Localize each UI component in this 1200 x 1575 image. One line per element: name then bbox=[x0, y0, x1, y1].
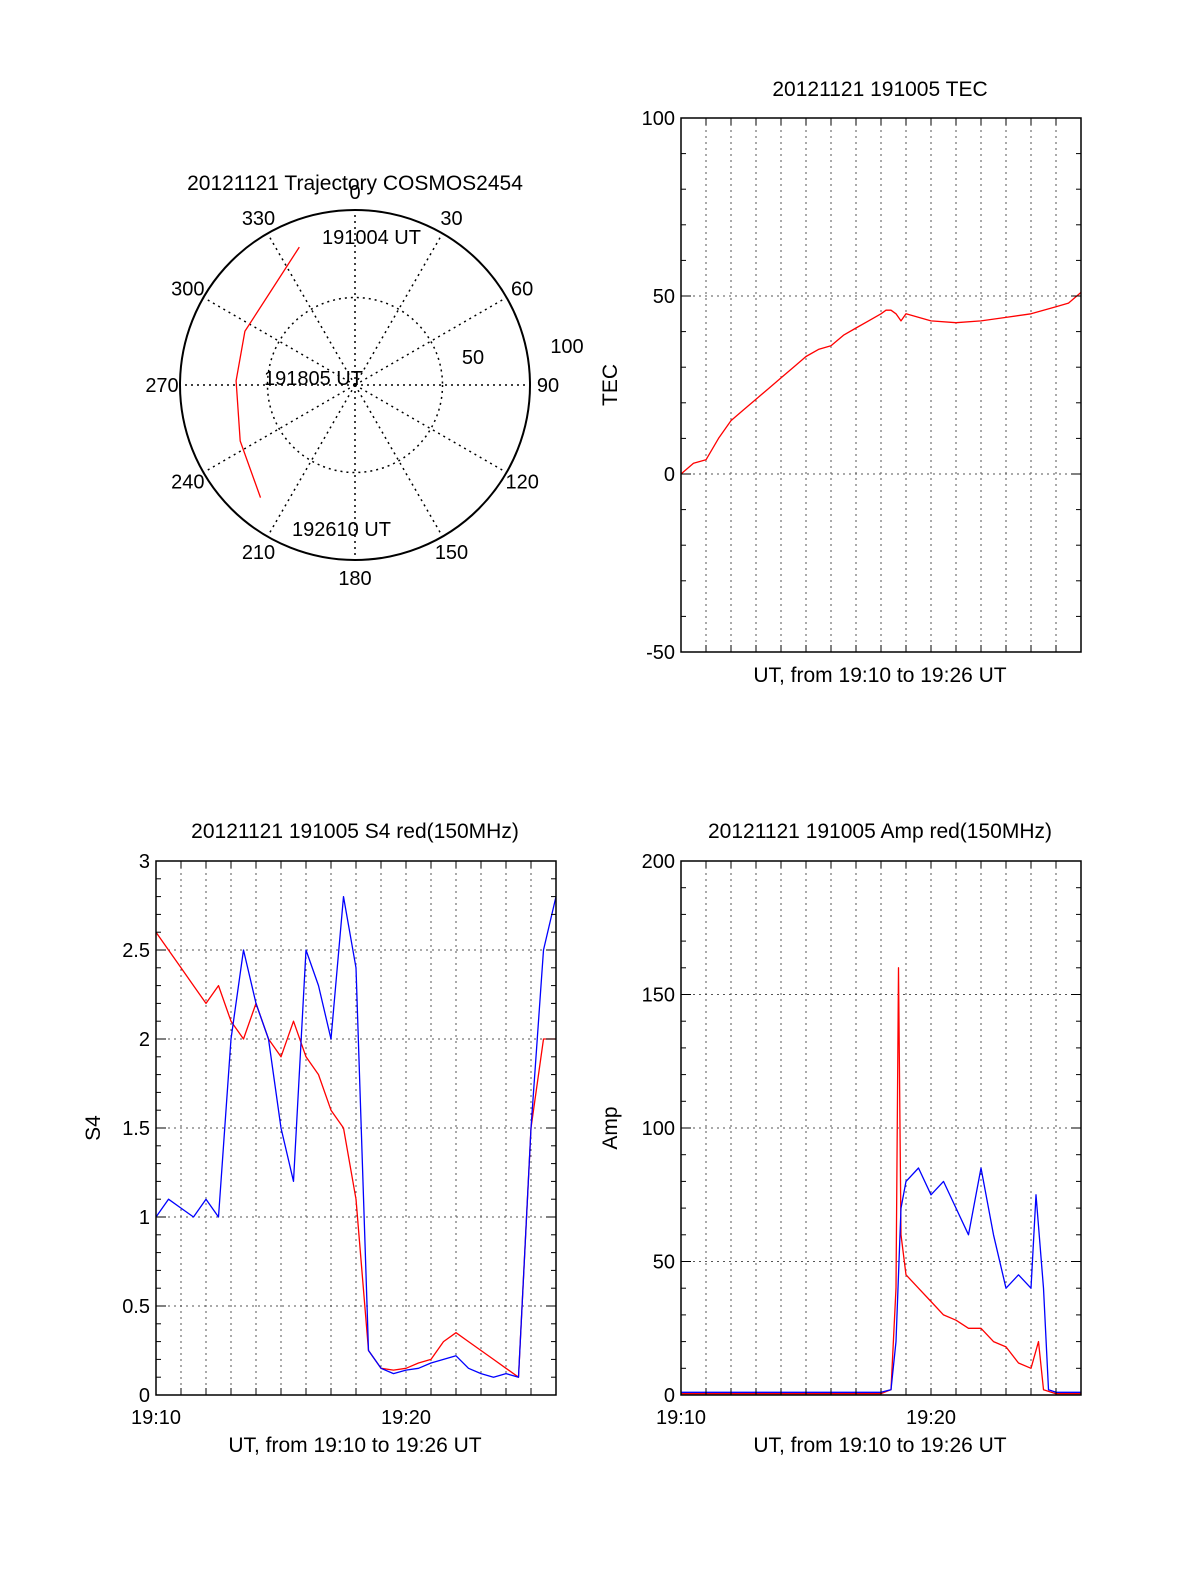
trajectory-end-label: 192610 UT bbox=[292, 519, 391, 541]
s4-xlabel: UT, from 19:10 to 19:26 UT bbox=[228, 1434, 481, 1457]
amp-title: 20121121 191005 Amp red(150MHz) bbox=[708, 820, 1052, 843]
y-tick-label: 200 bbox=[642, 851, 675, 873]
y-tick-label: 1.5 bbox=[122, 1118, 150, 1140]
polar-grid-spoke bbox=[203, 384, 356, 474]
y-tick-label: 0.5 bbox=[122, 1296, 150, 1318]
polar-radius-tick: 50 bbox=[462, 347, 484, 369]
polar-angle-tick: 270 bbox=[145, 375, 178, 397]
s4-ylabel: S4 bbox=[82, 1115, 105, 1141]
polar-grid-spoke bbox=[354, 233, 444, 386]
y-tick-label: 150 bbox=[642, 985, 675, 1007]
amp-xlabel: UT, from 19:10 to 19:26 UT bbox=[753, 1434, 1006, 1457]
tec-ticks: -50 0 50 100 bbox=[642, 108, 1081, 664]
x-tick-label: 19:10 bbox=[656, 1407, 706, 1429]
tec-ylabel: TEC bbox=[599, 364, 622, 406]
tec-panel: 20121121 191005 TEC -50 0 50 100 UT, from 1… bbox=[599, 78, 1082, 687]
y-tick-label: 2 bbox=[139, 1029, 150, 1051]
tec-title: 20121121 191005 TEC bbox=[772, 78, 987, 101]
polar-grid-circle bbox=[266, 296, 444, 474]
polar-angle-tick: 330 bbox=[242, 208, 275, 230]
polar-angle-tick: 60 bbox=[511, 279, 533, 301]
y-tick-label: 2.5 bbox=[122, 940, 150, 962]
s4-series bbox=[155, 895, 557, 1378]
polar-angle-tick: 300 bbox=[171, 279, 204, 301]
series-line bbox=[680, 291, 1082, 475]
polar-angle-tick: 0 bbox=[349, 182, 360, 204]
y-tick-label: 0 bbox=[664, 1385, 675, 1407]
s4-grid bbox=[156, 861, 556, 1395]
y-tick-label: -50 bbox=[646, 642, 675, 664]
tec-series bbox=[680, 291, 1082, 475]
s4-ticks: 0 0.5 1 1.5 2 2.5 3 19:10 19:20 bbox=[122, 851, 556, 1429]
polar-grid-spoke bbox=[203, 296, 356, 386]
polar-grid bbox=[180, 210, 530, 560]
polar-angle-tick: 90 bbox=[537, 375, 559, 397]
y-tick-label: 0 bbox=[664, 464, 675, 486]
tec-grid bbox=[681, 118, 1081, 652]
amp-ylabel: Amp bbox=[599, 1106, 622, 1149]
polar-grid-spoke bbox=[266, 233, 356, 386]
x-tick-label: 19:20 bbox=[381, 1407, 431, 1429]
polar-grid-spoke bbox=[354, 296, 507, 386]
y-tick-label: 100 bbox=[642, 108, 675, 130]
s4-panel: 20121121 191005 S4 red(150MHz) 0 0.5 1 1.5 2… bbox=[82, 820, 557, 1457]
polar-radius-tick: 100 bbox=[550, 336, 583, 358]
polar-grid-spoke bbox=[354, 384, 507, 474]
polar-angle-tick: 240 bbox=[171, 472, 204, 494]
tec-plot-frame bbox=[680, 117, 1082, 653]
y-tick-label: 3 bbox=[139, 851, 150, 873]
polar-trajectory-panel: 20121121 Trajectory COSMOS2454 0 30 60 90 12… bbox=[145, 172, 583, 590]
polar-angle-tick: 30 bbox=[440, 208, 462, 230]
trajectory-start-label: 191004 UT bbox=[322, 227, 421, 249]
series-line bbox=[155, 895, 557, 1378]
series-line bbox=[155, 931, 556, 1378]
amp-ticks: 0 50 100 150 200 19:10 19:20 bbox=[642, 851, 1081, 1429]
series-line bbox=[681, 1167, 1081, 1393]
trajectory-line bbox=[235, 246, 300, 498]
s4-title: 20121121 191005 S4 red(150MHz) bbox=[191, 820, 519, 843]
y-tick-label: 0 bbox=[139, 1385, 150, 1407]
polar-angle-tick: 180 bbox=[338, 568, 371, 590]
polar-angle-tick: 210 bbox=[242, 542, 275, 564]
y-tick-label: 100 bbox=[642, 1118, 675, 1140]
polar-trajectory-series bbox=[235, 246, 300, 498]
trajectory-middle-label: 191805 UT bbox=[264, 368, 363, 390]
amp-panel: 20121121 191005 Amp red(150MHz) 0 50 100 15… bbox=[599, 820, 1082, 1457]
amp-series bbox=[681, 967, 1081, 1395]
y-tick-label: 1 bbox=[139, 1207, 150, 1229]
tec-xlabel: UT, from 19:10 to 19:26 UT bbox=[753, 664, 1006, 687]
amp-grid bbox=[681, 861, 1081, 1395]
x-tick-label: 19:20 bbox=[906, 1407, 956, 1429]
polar-title: 20121121 Trajectory COSMOS2454 bbox=[187, 172, 523, 195]
y-tick-label: 50 bbox=[653, 286, 675, 308]
x-tick-label: 19:10 bbox=[131, 1407, 181, 1429]
polar-angle-tick: 150 bbox=[435, 542, 468, 564]
polar-angle-labels: 0 30 60 90 120 150 180 210 240 270 300 330 bbox=[145, 182, 559, 590]
polar-outer-circle bbox=[179, 209, 531, 561]
polar-angle-tick: 120 bbox=[505, 472, 538, 494]
polar-grid-spoke bbox=[354, 384, 444, 537]
polar-grid-spoke bbox=[266, 384, 356, 537]
y-tick-label: 50 bbox=[653, 1252, 675, 1274]
series-line bbox=[681, 967, 1081, 1395]
